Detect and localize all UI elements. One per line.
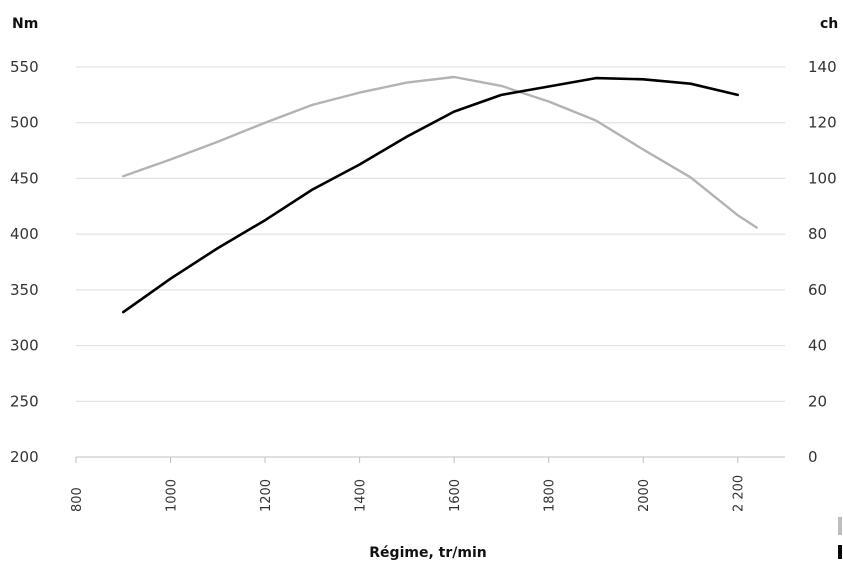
left-tick-label: 400 [10,225,39,243]
legend-swatch-black [838,545,842,559]
left-tick-label: 550 [10,58,39,76]
right-tick-label: 120 [808,114,837,132]
legend-swatch-gray [838,517,842,535]
right-axis-ticks: 0 20 40 60 80 100 120 140 [808,58,837,466]
power-series-line [122,76,740,314]
left-tick-label: 350 [10,281,39,299]
right-tick-label: 0 [808,448,818,466]
left-tick-label: 200 [10,448,39,466]
left-axis-ticks: 200 250 300 350 400 450 500 550 [10,58,39,466]
right-tick-label: 100 [808,169,837,187]
x-tick-label: 2000 [637,479,652,512]
torque-series-line [122,75,758,229]
x-tick-label: 1600 [448,479,463,512]
right-axis-unit: ch [820,16,838,32]
right-tick-label: 60 [808,281,827,299]
x-tick-label: 1400 [354,479,369,512]
left-tick-label: 300 [10,337,39,355]
left-tick-label: 500 [10,114,39,132]
x-tick-label: 1200 [259,479,274,512]
right-tick-label: 20 [808,392,827,410]
x-axis-ticks: 800 1000 1200 1400 1600 1800 2000 2 200 [70,457,747,512]
right-tick-label: 80 [808,225,827,243]
left-tick-label: 450 [10,169,39,187]
right-tick-label: 40 [808,337,827,355]
x-tick-label: 2 200 [732,475,747,512]
x-tick-label: 800 [70,487,85,512]
gridlines [76,66,785,458]
right-tick-label: 140 [808,58,837,76]
x-axis-title: Régime, tr/min [369,545,486,561]
left-axis-unit: Nm [12,16,38,32]
series-lines [122,75,758,314]
left-tick-label: 250 [10,392,39,410]
x-tick-label: 1000 [165,479,180,512]
x-tick-label: 1800 [543,479,558,512]
